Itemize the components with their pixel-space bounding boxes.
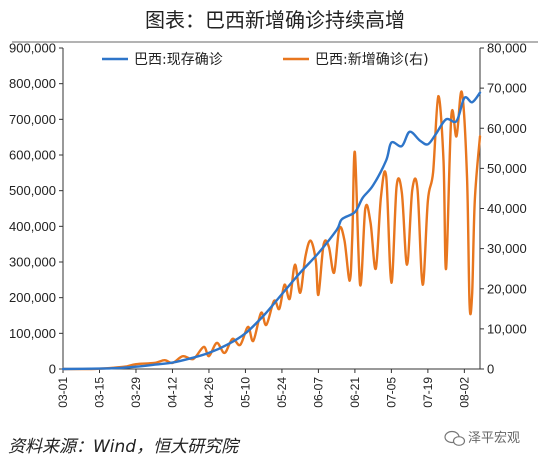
y-tick-label-left: 500,000 xyxy=(9,183,56,198)
y-tick-label-right: 20,000 xyxy=(487,281,527,296)
y-tick-label-left: 900,000 xyxy=(9,41,56,56)
x-tick-label: 03-01 xyxy=(56,377,70,408)
x-tick-label: 08-02 xyxy=(457,377,471,408)
x-tick-label: 07-05 xyxy=(384,377,398,408)
y-tick-label-left: 200,000 xyxy=(9,290,56,305)
series-line-active-cases xyxy=(61,91,482,371)
series-line-new-cases xyxy=(61,90,482,371)
x-tick-label: 04-12 xyxy=(165,377,179,408)
y-tick-label-left: 800,000 xyxy=(9,76,56,91)
wechat-icon xyxy=(444,430,466,446)
legend: 巴西:现存确诊 巴西:新增确诊(右) xyxy=(102,52,429,68)
chart-title: 图表：巴西新增确诊持续高增 xyxy=(145,8,405,32)
y-tick-label-left: 300,000 xyxy=(9,255,56,270)
y-tick-label-right: 30,000 xyxy=(487,241,527,256)
y-tick-label-left: 0 xyxy=(49,362,56,377)
y-tick-label-right: 50,000 xyxy=(487,161,527,176)
y-tick-label-left: 100,000 xyxy=(9,326,56,341)
x-tick-label: 03-15 xyxy=(92,377,106,408)
x-tick-label: 06-21 xyxy=(348,377,362,408)
x-tick-label: 06-07 xyxy=(311,377,325,408)
y-tick-label-right: 70,000 xyxy=(487,81,527,96)
x-tick-label: 05-24 xyxy=(275,377,289,408)
x-tick-label: 07-19 xyxy=(421,377,435,408)
y-tick-label-right: 80,000 xyxy=(487,41,527,56)
source-note: 资料来源：Wind，恒大研究院 xyxy=(8,437,241,457)
y-tick-label-right: 40,000 xyxy=(487,201,527,216)
watermark-label: 泽平宏观 xyxy=(468,431,520,446)
y-tick-label-right: 0 xyxy=(487,362,494,377)
x-tick-label: 05-10 xyxy=(238,377,252,408)
y-tick-label-left: 400,000 xyxy=(9,219,56,234)
y-tick-label-right: 60,000 xyxy=(487,121,527,136)
legend-label-active-cases: 巴西:现存确诊 xyxy=(134,52,223,68)
y-tick-label-left: 700,000 xyxy=(9,112,56,127)
x-tick-label: 03-29 xyxy=(129,377,143,408)
legend-label-new-cases: 巴西:新增确诊(右) xyxy=(315,52,429,68)
y-tick-label-left: 600,000 xyxy=(9,148,56,163)
y-tick-label-right: 10,000 xyxy=(487,321,527,336)
plot-area: 0 100,000 200,000 300,000 400,000 500,000 600,… xyxy=(9,41,527,408)
watermark: 泽平宏观 xyxy=(444,430,520,446)
x-tick-label: 04-26 xyxy=(202,377,216,408)
